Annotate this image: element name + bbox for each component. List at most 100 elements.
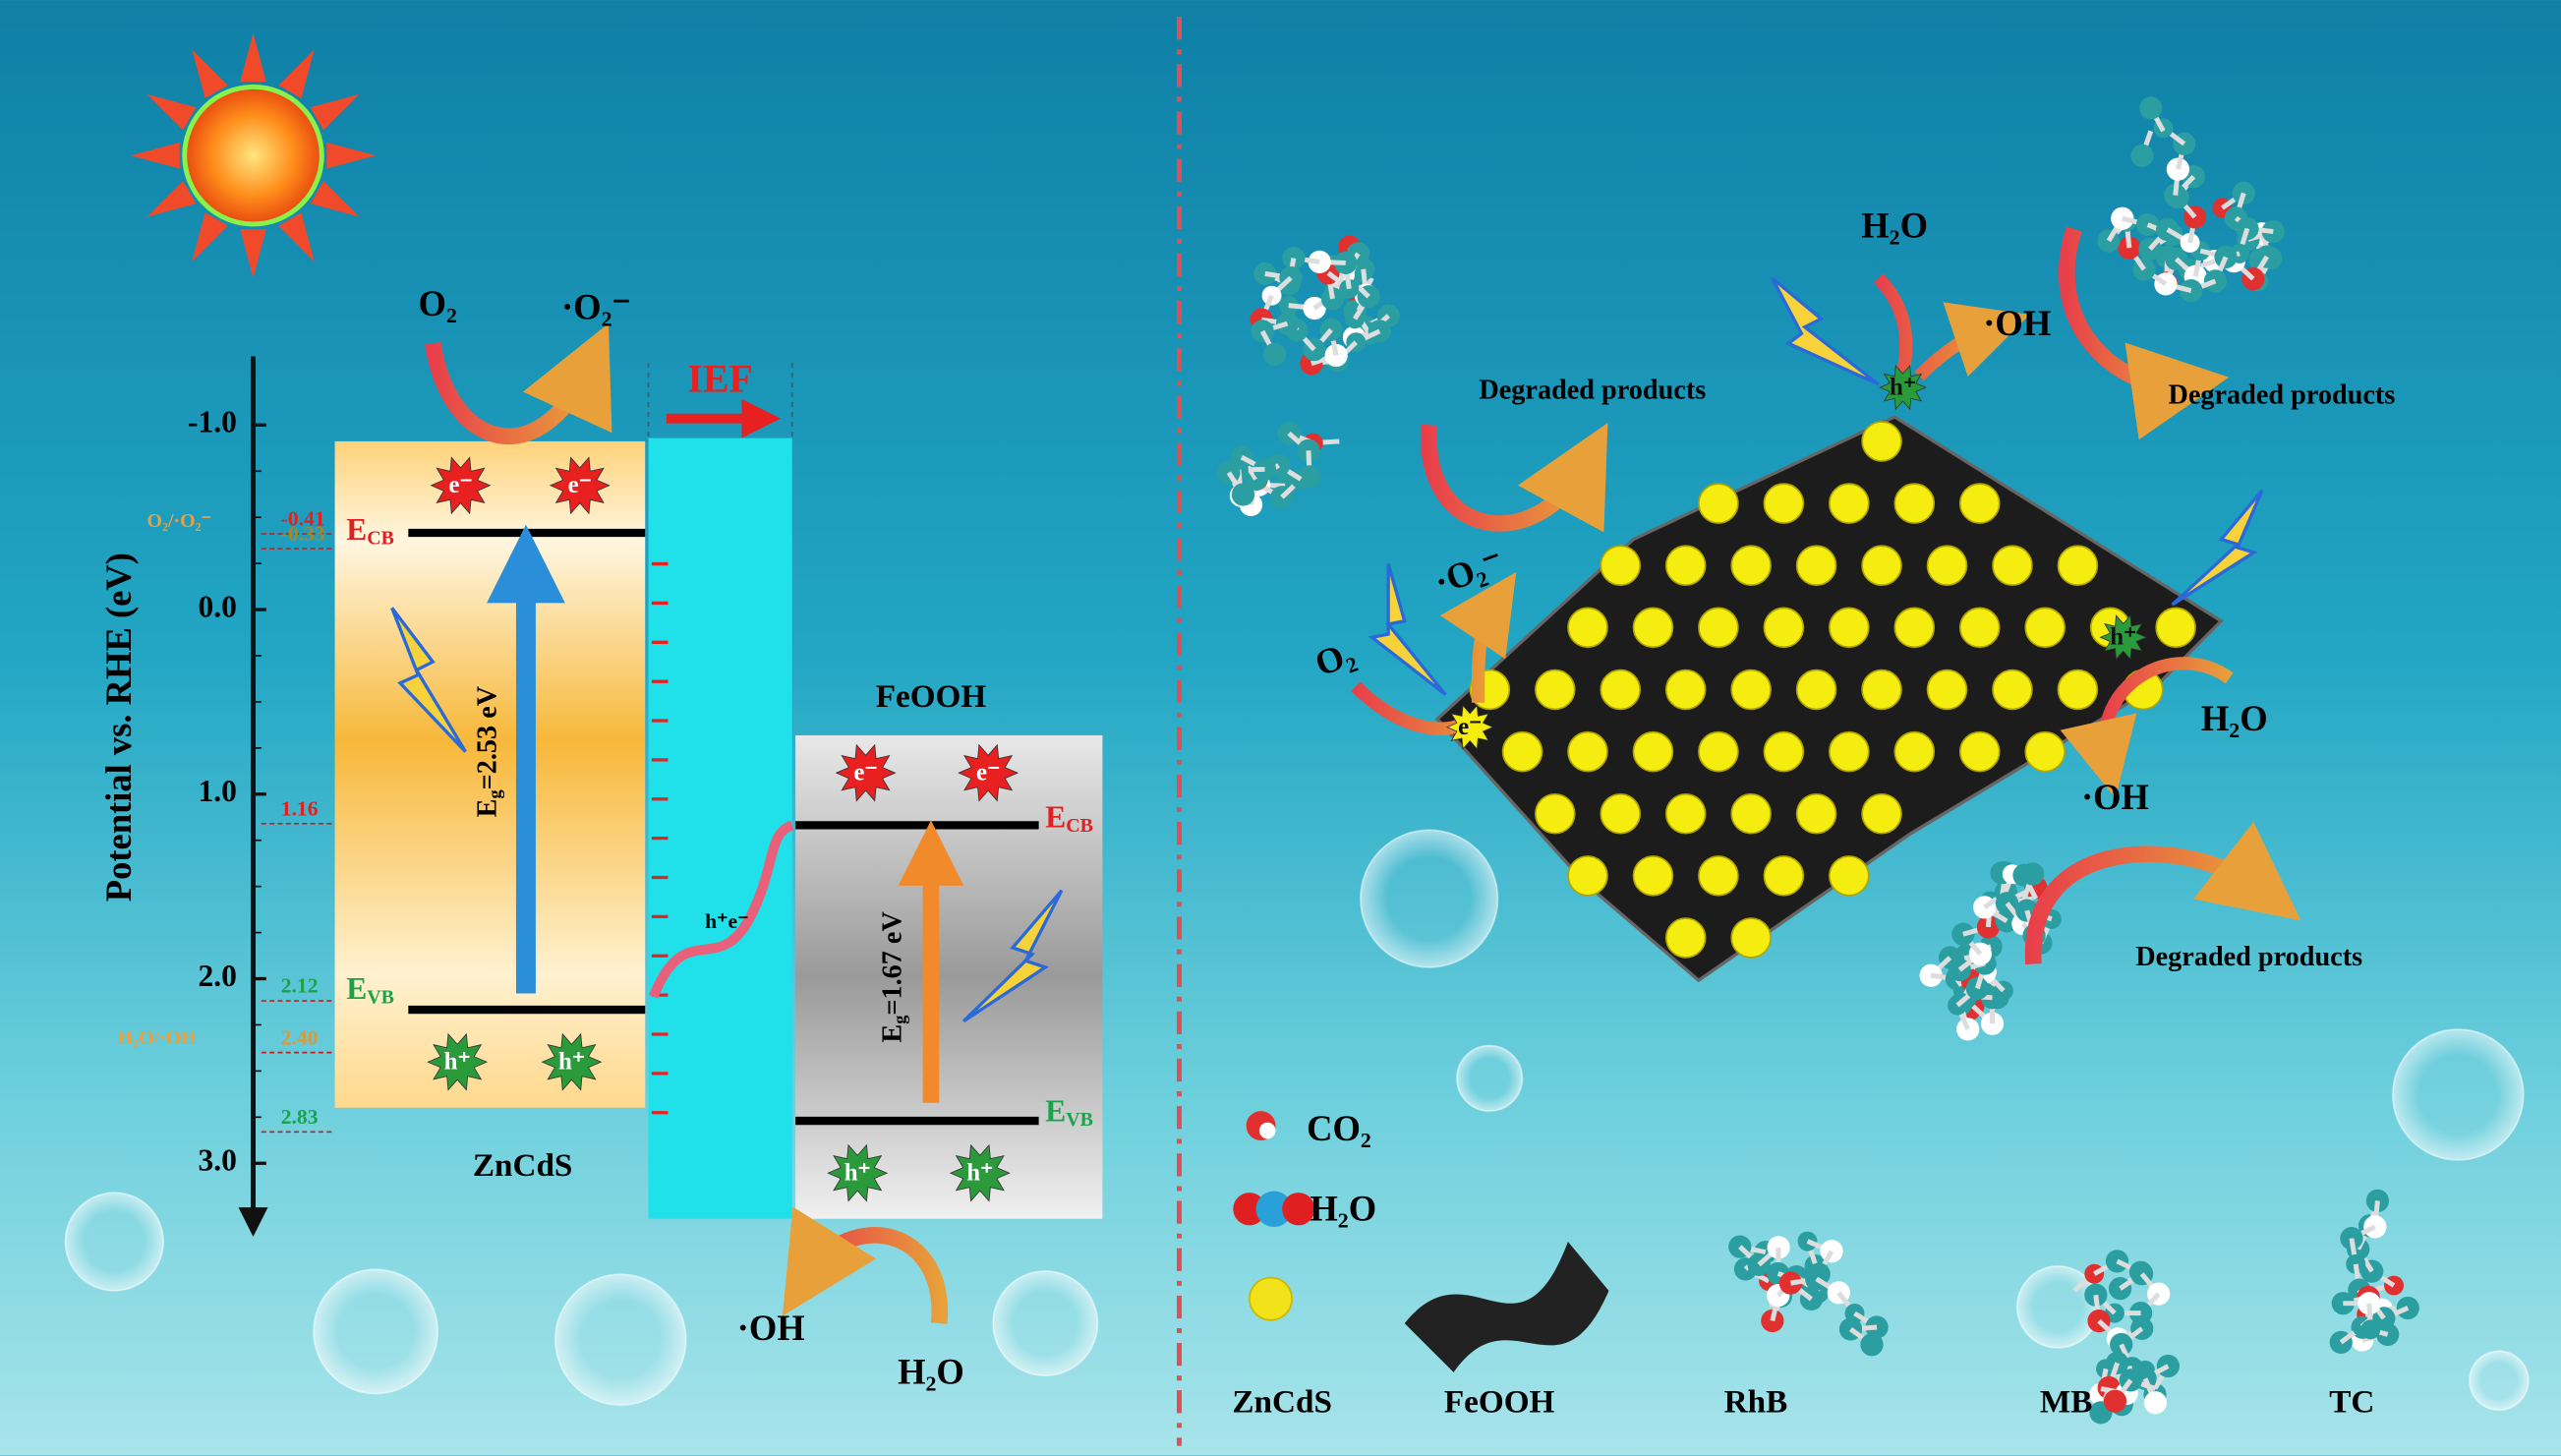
bubble (1456, 1044, 1524, 1112)
atom (2164, 183, 2187, 207)
symbol: E (346, 512, 367, 547)
atom (2105, 1250, 2129, 1273)
zncds-particle (1664, 545, 1707, 586)
legend-label: MB (2040, 1384, 2093, 1421)
carrier-star (427, 1032, 489, 1091)
legend-h2o: H₂O (1310, 1188, 1376, 1228)
degraded-label: Degraded products (2168, 380, 2395, 411)
light-bolt (962, 889, 1064, 1023)
sun-ray (326, 142, 377, 169)
redox-couple: H₂O/·OH (118, 1027, 198, 1049)
sun-ray (146, 181, 197, 217)
level-label: 2.83 (281, 1105, 319, 1129)
carrier-label: h⁺ (966, 1160, 993, 1187)
zncds-particle (1501, 730, 1543, 773)
zncds-particle (1763, 483, 1805, 524)
atom (1253, 262, 1277, 286)
atom (2143, 1391, 2168, 1415)
atom (1252, 457, 1277, 482)
symbol: E (878, 1024, 908, 1043)
zncds-particle (1992, 669, 2033, 711)
legend-label: ZnCdS (1232, 1384, 1332, 1421)
hydroxyl: ·OH (1983, 303, 2051, 343)
legend-label: RhB (1724, 1384, 1788, 1421)
axis-tick-label: -1.0 (188, 405, 237, 439)
zncds-particle (1829, 730, 1870, 773)
zncds-particle (1567, 730, 1608, 773)
carrier-label: e⁻ (448, 472, 472, 498)
zncds-particle (1730, 917, 1772, 959)
sun-ray (278, 49, 315, 99)
axis-tick-label: 3.0 (198, 1143, 236, 1178)
carrier-label: h⁺ (558, 1049, 585, 1076)
carrier-label: h⁺ (444, 1049, 471, 1076)
atom (2097, 229, 2121, 253)
legend-label: TC (2329, 1384, 2374, 1421)
zncds-particle (1861, 669, 1902, 711)
degraded-label: Degraded products (2135, 942, 2362, 972)
h2o-icon (1233, 1193, 1266, 1226)
zncds-particle (2024, 607, 2066, 649)
atom (2103, 1389, 2127, 1413)
sun-ray (192, 49, 228, 99)
sun-ray (278, 212, 315, 262)
atom (2331, 1292, 2355, 1315)
feooh-cb-label: ECB (1045, 800, 1093, 837)
zncds-particle (1632, 730, 1674, 773)
feooh-vb-label: EVB (1045, 1094, 1093, 1131)
degraded-label: Degraded products (1479, 376, 1706, 406)
ief-charges (651, 561, 669, 1115)
redox-couple: O₂/·O₂⁻ (147, 510, 212, 532)
axis-tick-label: 1.0 (198, 774, 236, 808)
symbol: E (1045, 1094, 1066, 1129)
sun-ray (310, 181, 360, 217)
zncds-vb-label: EVB (346, 971, 394, 1008)
bubble (313, 1268, 439, 1395)
atom (2340, 1226, 2363, 1251)
subscript: VB (367, 986, 394, 1008)
carrier-star (958, 743, 1019, 802)
feooh-band-gap: Eg=1.67 eV (878, 911, 909, 1043)
feooh-name: FeOOH (876, 678, 987, 715)
feooh-icon (1404, 1241, 1609, 1372)
carrier-star (541, 1032, 603, 1091)
zncds-particle (1600, 792, 1642, 835)
zncds-particle (1958, 730, 2001, 773)
atom (2203, 269, 2228, 293)
zncds-particle (1893, 483, 1936, 524)
carrier-star (949, 1143, 1011, 1202)
level-label: 2.40 (281, 1025, 319, 1049)
bubble (1360, 829, 1499, 968)
sun-ray (310, 93, 360, 131)
zncds-particle (1763, 730, 1805, 773)
zncds-particle (1567, 607, 1608, 649)
degradation-arrow (1421, 423, 1608, 533)
carriers: e⁻ h⁺ h⁺ (1445, 364, 2148, 750)
zncds-particle (1535, 669, 1576, 711)
atom (2360, 1319, 2381, 1340)
bubbles (64, 829, 2530, 1411)
sun-ray (240, 228, 266, 278)
zncds-particle (1567, 855, 1608, 897)
carrier-label: e⁻ (853, 760, 877, 786)
atom (2139, 96, 2163, 120)
zncds-particle (1893, 607, 1936, 649)
zncds-particle (1861, 792, 1902, 835)
zncds-band-gap: Eg=2.53 eV (473, 685, 504, 817)
zncds-particle (1926, 669, 1968, 711)
carrier-star (549, 456, 611, 515)
atom (1805, 1267, 1829, 1291)
subscript: CB (1066, 815, 1093, 837)
axis-ticks: -1.0 0.0 1.0 2.0 3.0 -0.41-0.33 1.16 2.12 2.40 2.… (118, 405, 335, 1178)
zncds-particle (1632, 855, 1674, 897)
pollutant-molecules (1217, 96, 2419, 1425)
sun-ray (192, 212, 228, 262)
zncds-particle (1926, 545, 1968, 586)
zncds-particle (1763, 855, 1805, 897)
atom (1263, 342, 1287, 366)
zncds-particle (1861, 421, 1902, 462)
light-bolt (390, 607, 467, 753)
axis-tick-label: 0.0 (198, 589, 236, 623)
zncds-particle (1795, 545, 1837, 586)
